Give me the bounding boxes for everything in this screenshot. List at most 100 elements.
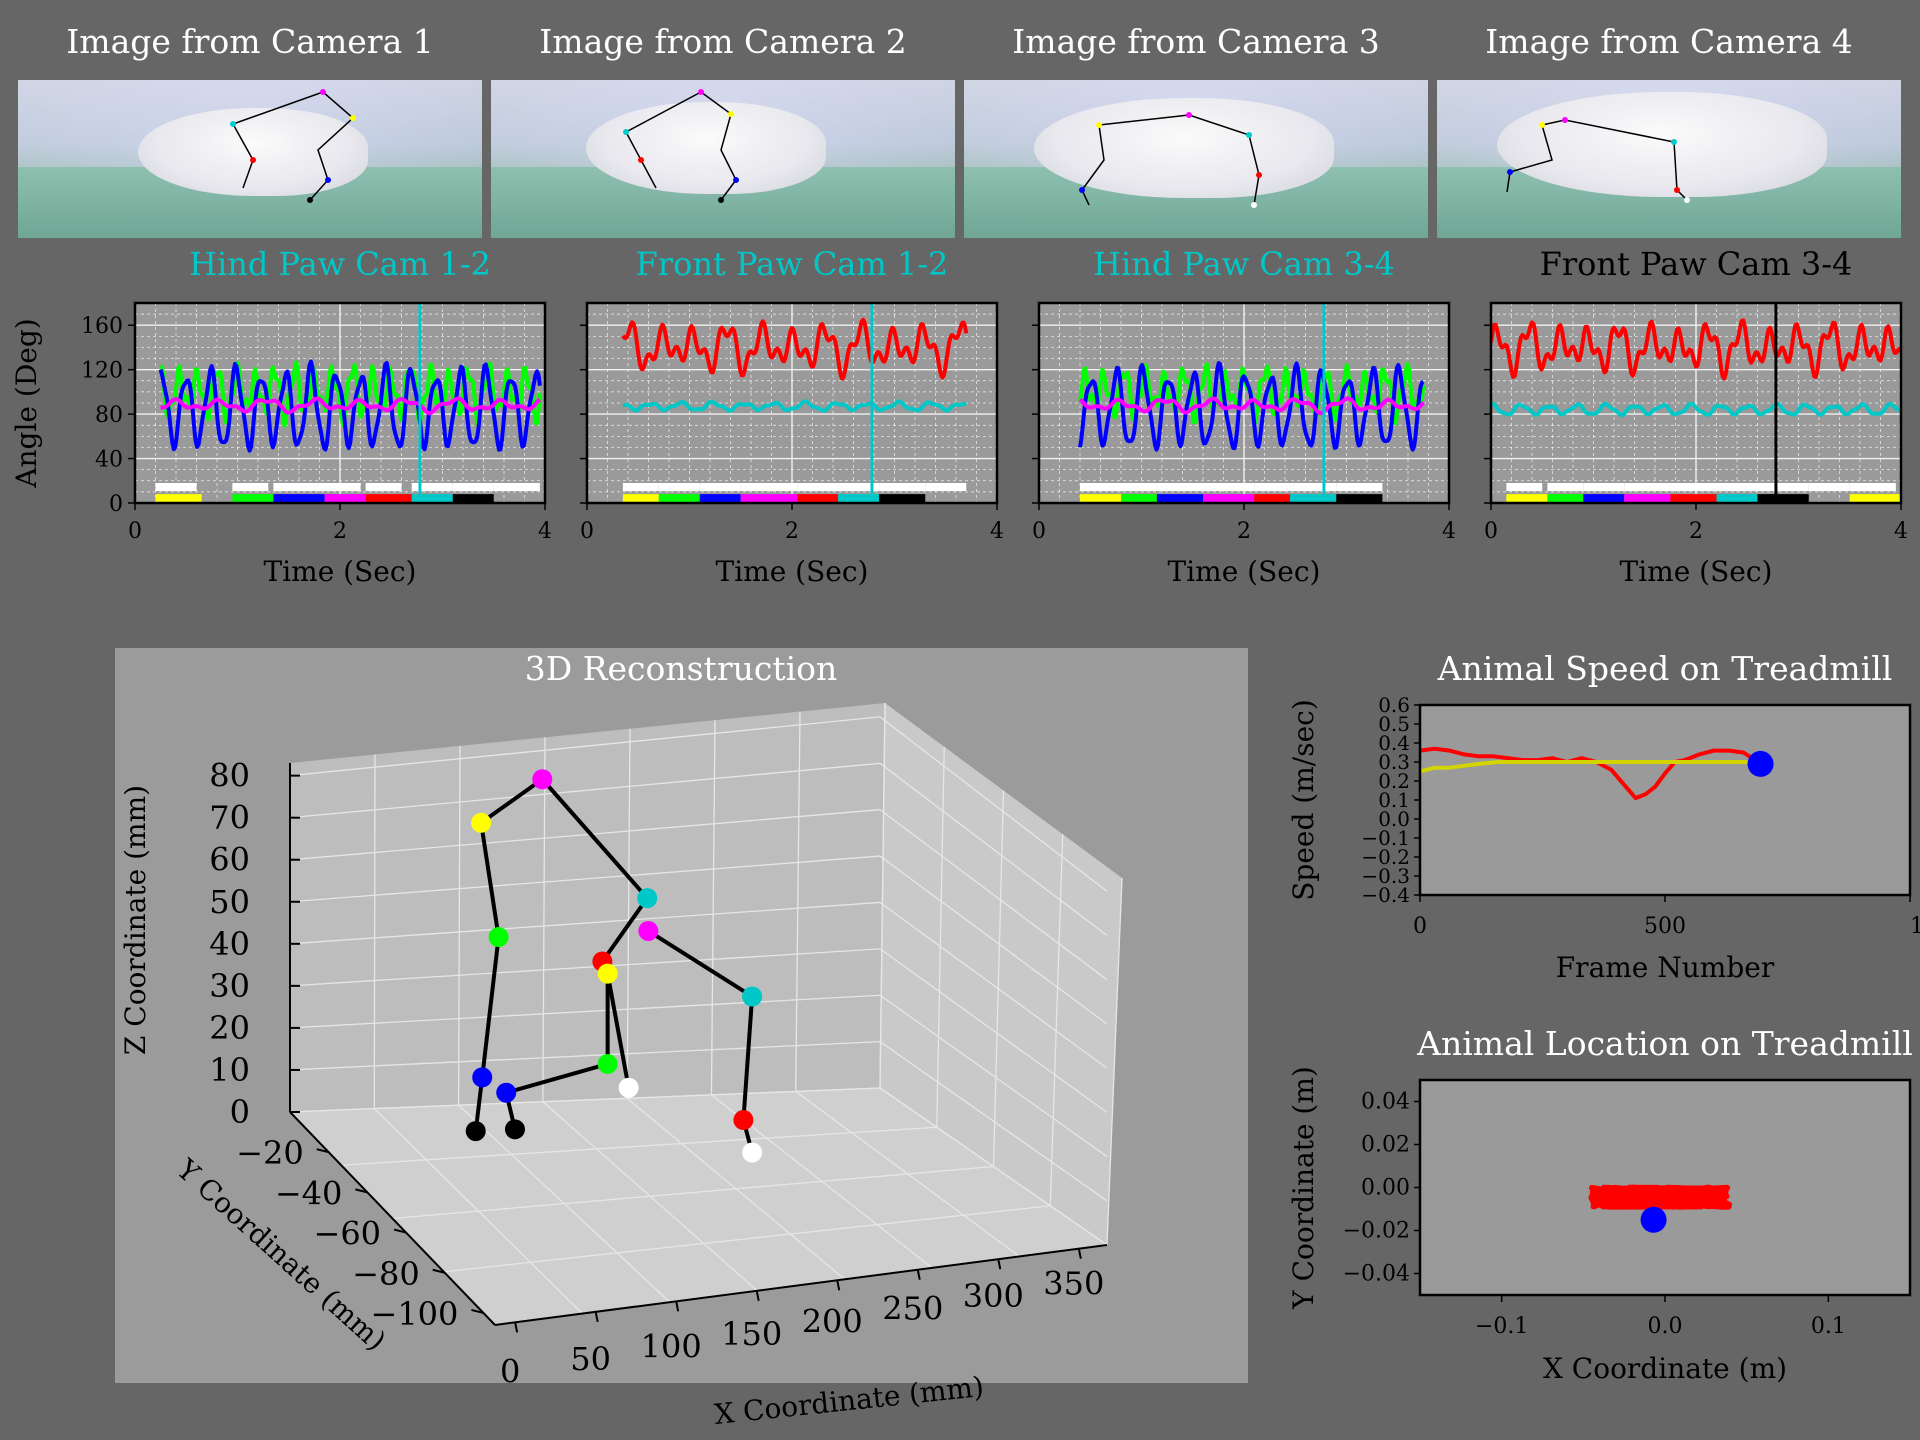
grid-line <box>879 1087 1108 1246</box>
phase-bar <box>324 494 366 503</box>
phase-bar <box>411 483 453 491</box>
z-tick-label: 60 <box>209 841 250 879</box>
phase-bar <box>622 494 659 503</box>
phase-bar <box>838 483 880 491</box>
grid-line <box>936 746 945 1128</box>
skeleton-segment <box>741 996 755 1121</box>
phase-bar <box>1670 483 1717 491</box>
y-tick-label: 0.1 <box>1378 788 1410 812</box>
phase-bar <box>740 483 798 491</box>
grid-line <box>710 720 716 1095</box>
x-tick-label: 250 <box>882 1290 943 1328</box>
grid-line <box>289 994 881 1029</box>
y-tick-label: −60 <box>314 1215 382 1253</box>
y-axis-label: Angle (Deg) <box>10 318 43 488</box>
phase-bar <box>1506 483 1543 491</box>
grid-line <box>457 745 461 1106</box>
y-tick-label: 0.6 <box>1378 693 1410 717</box>
y-tick-label: 0.02 <box>1361 1133 1410 1158</box>
skeleton-segment <box>647 929 754 999</box>
grid-line <box>341 1126 937 1166</box>
camera-3-title: Image from Camera 3 <box>1012 22 1380 61</box>
y-tick-label: −100 <box>371 1295 459 1333</box>
location-chart: Animal Location on Treadmill −0.04 −0.02 0.… <box>1287 1024 1913 1385</box>
camera-1-skeleton <box>230 89 356 203</box>
series-red <box>621 317 969 381</box>
grid-line <box>373 754 376 1109</box>
phase-bar <box>1203 494 1255 503</box>
joint-marker-blk1 <box>465 1121 486 1142</box>
x-tick-label: 500 <box>1644 914 1686 939</box>
skeleton-segment <box>605 973 631 1089</box>
joint-marker-blk2 <box>504 1119 525 1140</box>
grid-line <box>879 1041 1108 1202</box>
grid-line <box>879 716 1108 892</box>
phase-bar <box>155 494 202 503</box>
grid-line <box>289 1040 881 1071</box>
grid-line <box>458 1104 671 1303</box>
series-red <box>1489 318 1903 381</box>
series-magenta <box>160 396 542 416</box>
y-tick-label: 0.0 <box>1378 807 1410 831</box>
y-tick-label: 0.5 <box>1378 712 1410 736</box>
grid-line <box>1049 834 1064 1206</box>
chart-title: Front Paw Cam 1-2 <box>636 245 949 283</box>
y-tick-label: −0.4 <box>1361 883 1410 907</box>
phase-bar <box>1290 494 1337 503</box>
grid-line <box>289 1087 881 1113</box>
y-axis-line <box>289 1111 496 1326</box>
z-tick-label: 50 <box>209 883 250 921</box>
phase-bar <box>838 494 880 503</box>
x-tick-label: 100 <box>641 1327 702 1365</box>
x-tick-label: 0 <box>1484 519 1498 544</box>
grid-line <box>795 1090 1020 1257</box>
grid-line <box>373 1108 583 1315</box>
joint-marker-mag2 <box>638 920 659 941</box>
phase-bar <box>1506 494 1548 503</box>
joint-marker-grn2 <box>597 1053 618 1074</box>
series-mean <box>1419 760 1759 774</box>
phase-bar <box>1670 494 1717 503</box>
speed-chart: Animal Speed on Treadmill −0.4−0.3−0.2−0.… <box>1287 649 1920 984</box>
y-tick <box>432 1268 445 1274</box>
camera-4-title: Image from Camera 4 <box>1485 22 1853 61</box>
x-tick-label: 0.1 <box>1811 1314 1846 1339</box>
y-tick-label: 0.04 <box>1361 1090 1410 1115</box>
x-tick-label: 1000 <box>1910 914 1920 939</box>
phase-bar <box>699 494 741 503</box>
right-wall <box>880 703 1122 1245</box>
skeleton-segment <box>600 896 649 963</box>
phase-bar <box>1757 494 1809 503</box>
x-axis-label: X Coordinate (mm) <box>713 1370 986 1431</box>
grid-line <box>879 901 1108 1069</box>
y-tick <box>355 1188 368 1194</box>
phase-bar <box>1121 483 1157 491</box>
joint-marker-blu1 <box>472 1067 493 1088</box>
z-tick-label: 80 <box>209 757 250 795</box>
phase-bar <box>658 494 700 503</box>
skeleton-segment <box>479 822 501 938</box>
camera-4-image <box>1437 80 1901 238</box>
y-tick-label: −0.1 <box>1361 826 1410 850</box>
series-magenta <box>1078 396 1425 416</box>
x-tick-label: 150 <box>721 1315 782 1353</box>
y-tick-label: 40 <box>95 448 123 473</box>
x-tick-label: 0 <box>1413 914 1427 939</box>
phase-bar <box>1547 494 1584 503</box>
z-tick-label: 20 <box>209 1009 250 1047</box>
grid-line <box>443 1205 1051 1273</box>
series-speed <box>1419 746 1760 801</box>
grid-line <box>542 737 546 1102</box>
x-axis-label: Time (Sec) <box>1168 555 1321 588</box>
y-tick-label: −0.02 <box>1343 1219 1410 1244</box>
phase-bar <box>740 494 798 503</box>
joint-marker-red1 <box>733 1110 754 1131</box>
grid-line <box>289 901 881 945</box>
grid-line <box>879 855 1108 1025</box>
x-tick <box>1077 1248 1082 1259</box>
current-speed-marker <box>1747 750 1774 777</box>
camera-4-skeleton <box>1506 117 1690 203</box>
y-tick-label: −0.04 <box>1343 1262 1410 1287</box>
y-tick-label: 80 <box>95 403 123 428</box>
y-tick-label: 0.4 <box>1378 731 1410 755</box>
